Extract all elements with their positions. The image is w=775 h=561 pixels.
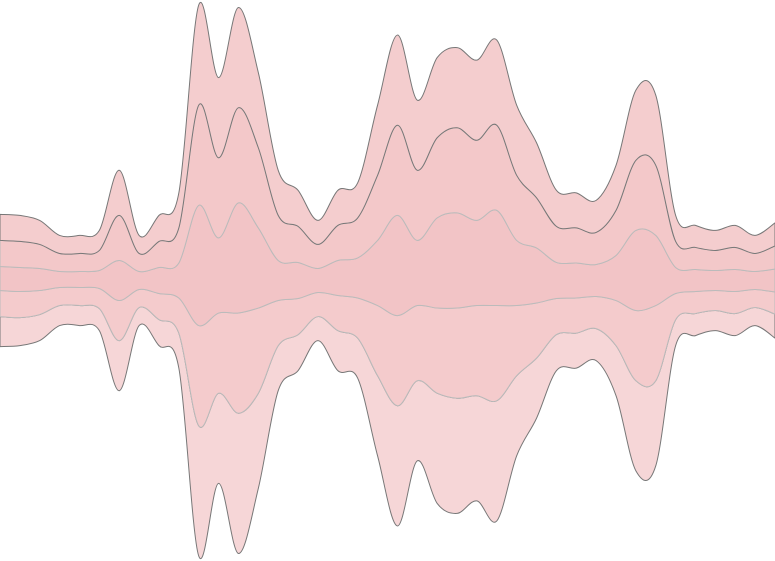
stream-layer (0, 1, 775, 255)
